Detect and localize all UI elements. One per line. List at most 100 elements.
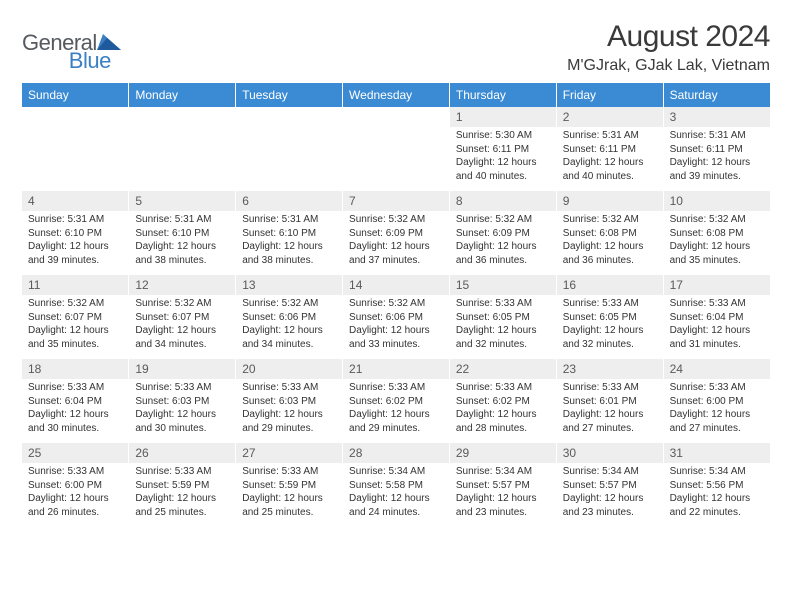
date-body-row: Sunrise: 5:31 AMSunset: 6:10 PMDaylight:… (22, 211, 770, 275)
sunrise-line: Sunrise: 5:31 AM (242, 213, 336, 227)
sunrise-line: Sunrise: 5:34 AM (563, 465, 657, 479)
daylight-line: Daylight: 12 hours and 36 minutes. (563, 240, 657, 267)
daylight-line: Daylight: 12 hours and 28 minutes. (456, 408, 550, 435)
date-number: 20 (236, 359, 343, 379)
daylight-line: Daylight: 12 hours and 31 minutes. (670, 324, 764, 351)
date-cell: Sunrise: 5:33 AMSunset: 6:03 PMDaylight:… (129, 379, 236, 443)
daylight-line: Daylight: 12 hours and 40 minutes. (456, 156, 550, 183)
weekday-header: Wednesday (343, 83, 450, 107)
date-number: 22 (449, 359, 556, 379)
sunrise-line: Sunrise: 5:33 AM (456, 297, 550, 311)
date-number: 30 (556, 443, 663, 463)
date-cell (129, 127, 236, 191)
sunset-line: Sunset: 6:00 PM (28, 479, 122, 493)
sunrise-line: Sunrise: 5:31 AM (563, 129, 657, 143)
daylight-line: Daylight: 12 hours and 22 minutes. (670, 492, 764, 519)
date-body-row: Sunrise: 5:30 AMSunset: 6:11 PMDaylight:… (22, 127, 770, 191)
date-number: 23 (556, 359, 663, 379)
sunset-line: Sunset: 6:07 PM (28, 311, 122, 325)
daylight-line: Daylight: 12 hours and 25 minutes. (135, 492, 229, 519)
date-cell: Sunrise: 5:32 AMSunset: 6:07 PMDaylight:… (129, 295, 236, 359)
sunrise-line: Sunrise: 5:33 AM (28, 381, 122, 395)
sunset-line: Sunset: 6:11 PM (456, 143, 550, 157)
date-cell: Sunrise: 5:34 AMSunset: 5:57 PMDaylight:… (449, 463, 556, 527)
sunset-line: Sunset: 6:02 PM (456, 395, 550, 409)
daylight-line: Daylight: 12 hours and 36 minutes. (456, 240, 550, 267)
date-number: 24 (663, 359, 770, 379)
daylight-line: Daylight: 12 hours and 29 minutes. (349, 408, 443, 435)
date-cell: Sunrise: 5:33 AMSunset: 6:03 PMDaylight:… (236, 379, 343, 443)
daylight-line: Daylight: 12 hours and 32 minutes. (563, 324, 657, 351)
brand-logo: General Blue (22, 20, 167, 56)
date-cell: Sunrise: 5:33 AMSunset: 5:59 PMDaylight:… (236, 463, 343, 527)
date-number (22, 107, 129, 127)
date-cell: Sunrise: 5:32 AMSunset: 6:08 PMDaylight:… (556, 211, 663, 275)
daylight-line: Daylight: 12 hours and 30 minutes. (28, 408, 122, 435)
date-cell: Sunrise: 5:33 AMSunset: 6:00 PMDaylight:… (663, 379, 770, 443)
sunrise-line: Sunrise: 5:33 AM (135, 465, 229, 479)
sunrise-line: Sunrise: 5:33 AM (670, 381, 764, 395)
date-cell: Sunrise: 5:31 AMSunset: 6:10 PMDaylight:… (236, 211, 343, 275)
date-cell: Sunrise: 5:32 AMSunset: 6:09 PMDaylight:… (449, 211, 556, 275)
weekday-header: Tuesday (236, 83, 343, 107)
sunset-line: Sunset: 5:59 PM (135, 479, 229, 493)
date-number-row: 123 (22, 107, 770, 127)
title-block: August 2024 M'GJrak, GJak Lak, Vietnam (567, 20, 770, 75)
date-cell (22, 127, 129, 191)
date-number: 27 (236, 443, 343, 463)
sunset-line: Sunset: 6:11 PM (563, 143, 657, 157)
sunset-line: Sunset: 6:11 PM (670, 143, 764, 157)
daylight-line: Daylight: 12 hours and 24 minutes. (349, 492, 443, 519)
sunset-line: Sunset: 6:02 PM (349, 395, 443, 409)
date-number: 5 (129, 191, 236, 211)
date-cell: Sunrise: 5:31 AMSunset: 6:11 PMDaylight:… (663, 127, 770, 191)
date-cell: Sunrise: 5:32 AMSunset: 6:08 PMDaylight:… (663, 211, 770, 275)
daylight-line: Daylight: 12 hours and 26 minutes. (28, 492, 122, 519)
daylight-line: Daylight: 12 hours and 40 minutes. (563, 156, 657, 183)
date-cell (343, 127, 450, 191)
date-cell: Sunrise: 5:33 AMSunset: 5:59 PMDaylight:… (129, 463, 236, 527)
date-number: 1 (449, 107, 556, 127)
date-number-row: 25262728293031 (22, 443, 770, 463)
date-number: 21 (343, 359, 450, 379)
daylight-line: Daylight: 12 hours and 23 minutes. (563, 492, 657, 519)
sunrise-line: Sunrise: 5:32 AM (135, 297, 229, 311)
date-cell: Sunrise: 5:31 AMSunset: 6:10 PMDaylight:… (129, 211, 236, 275)
daylight-line: Daylight: 12 hours and 34 minutes. (242, 324, 336, 351)
sunset-line: Sunset: 6:07 PM (135, 311, 229, 325)
daylight-line: Daylight: 12 hours and 39 minutes. (670, 156, 764, 183)
date-number-row: 18192021222324 (22, 359, 770, 379)
weekday-header: Thursday (449, 83, 556, 107)
sunrise-line: Sunrise: 5:32 AM (349, 213, 443, 227)
header: General Blue August 2024 M'GJrak, GJak L… (22, 20, 770, 75)
sunset-line: Sunset: 6:08 PM (563, 227, 657, 241)
date-cell: Sunrise: 5:31 AMSunset: 6:11 PMDaylight:… (556, 127, 663, 191)
date-number (236, 107, 343, 127)
date-cell: Sunrise: 5:32 AMSunset: 6:06 PMDaylight:… (236, 295, 343, 359)
sunset-line: Sunset: 6:00 PM (670, 395, 764, 409)
date-number: 8 (449, 191, 556, 211)
sunset-line: Sunset: 6:05 PM (563, 311, 657, 325)
sunrise-line: Sunrise: 5:32 AM (242, 297, 336, 311)
sunrise-line: Sunrise: 5:32 AM (28, 297, 122, 311)
sunset-line: Sunset: 6:06 PM (349, 311, 443, 325)
daylight-line: Daylight: 12 hours and 35 minutes. (28, 324, 122, 351)
date-body-row: Sunrise: 5:32 AMSunset: 6:07 PMDaylight:… (22, 295, 770, 359)
date-cell: Sunrise: 5:34 AMSunset: 5:57 PMDaylight:… (556, 463, 663, 527)
date-number: 29 (449, 443, 556, 463)
date-cell (236, 127, 343, 191)
sunrise-line: Sunrise: 5:33 AM (242, 465, 336, 479)
sunrise-line: Sunrise: 5:30 AM (456, 129, 550, 143)
date-number: 13 (236, 275, 343, 295)
date-cell: Sunrise: 5:33 AMSunset: 6:04 PMDaylight:… (22, 379, 129, 443)
date-cell: Sunrise: 5:32 AMSunset: 6:06 PMDaylight:… (343, 295, 450, 359)
sunrise-line: Sunrise: 5:32 AM (670, 213, 764, 227)
sunset-line: Sunset: 6:03 PM (242, 395, 336, 409)
sunrise-line: Sunrise: 5:33 AM (28, 465, 122, 479)
date-number: 18 (22, 359, 129, 379)
date-cell: Sunrise: 5:34 AMSunset: 5:58 PMDaylight:… (343, 463, 450, 527)
weekday-header: Saturday (663, 83, 770, 107)
sunset-line: Sunset: 5:57 PM (456, 479, 550, 493)
sunset-line: Sunset: 6:06 PM (242, 311, 336, 325)
date-cell: Sunrise: 5:31 AMSunset: 6:10 PMDaylight:… (22, 211, 129, 275)
